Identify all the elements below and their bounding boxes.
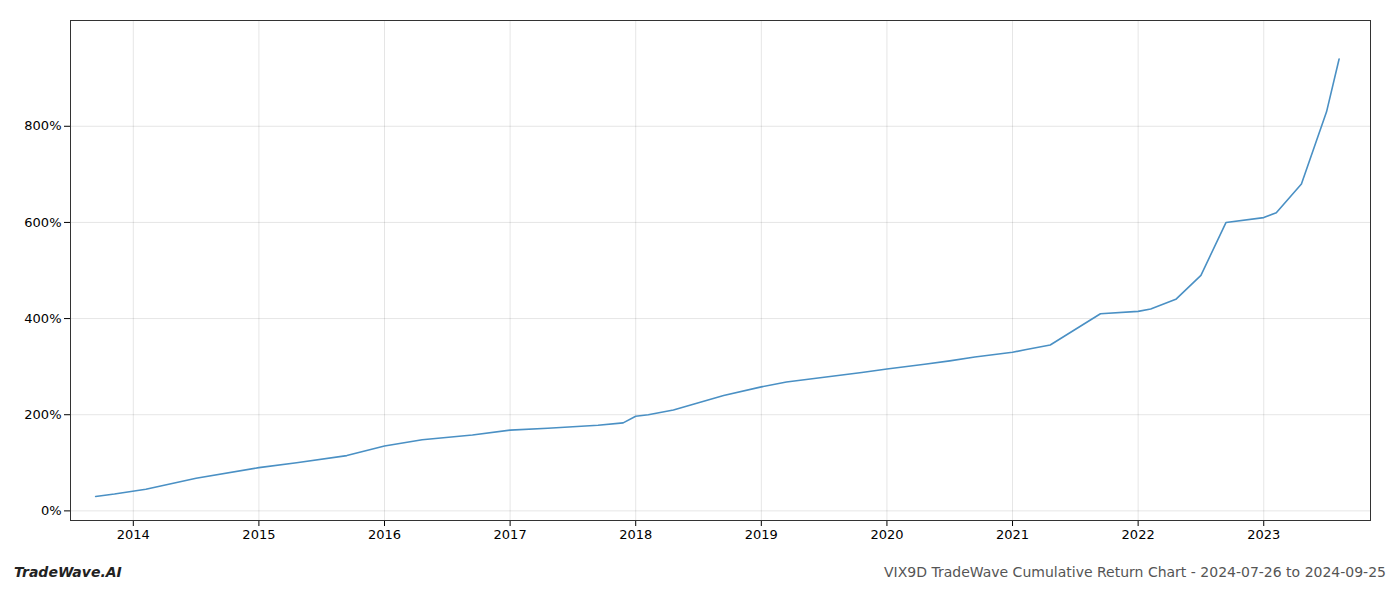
svg-text:200%: 200%: [24, 407, 61, 422]
svg-text:2020: 2020: [870, 527, 903, 542]
svg-text:800%: 800%: [24, 118, 61, 133]
svg-text:2019: 2019: [745, 527, 778, 542]
svg-text:600%: 600%: [24, 215, 61, 230]
svg-text:2023: 2023: [1247, 527, 1280, 542]
html-text:VIX9D TradeWave Cumulative Ret: VIX9D TradeWave Cumulative Return Chart …: [884, 564, 1386, 580]
svg-text:2022: 2022: [1122, 527, 1155, 542]
svg-text:400%: 400%: [24, 311, 61, 326]
svg-text:2018: 2018: [619, 527, 652, 542]
svg-text:2015: 2015: [242, 527, 275, 542]
svg-text:2016: 2016: [368, 527, 401, 542]
svg-text:0%: 0%: [41, 503, 62, 518]
svg-text:2017: 2017: [494, 527, 527, 542]
svg-text:2021: 2021: [996, 527, 1029, 542]
svg-text:2014: 2014: [117, 527, 150, 542]
html-text:TradeWave.AI: TradeWave.AI: [14, 564, 122, 580]
